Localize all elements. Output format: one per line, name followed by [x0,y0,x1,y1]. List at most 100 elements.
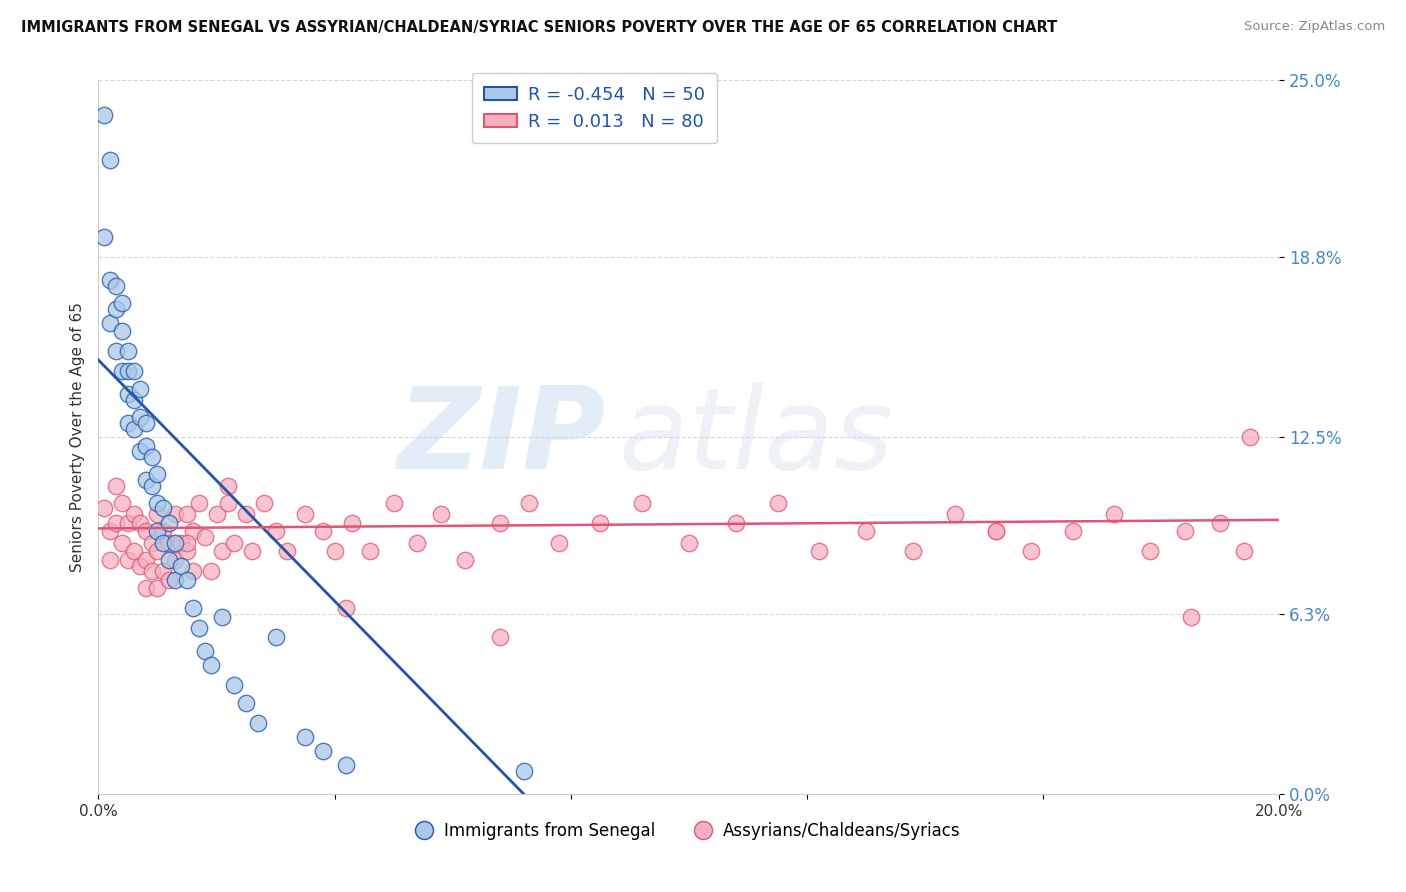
Point [157,573,180,587]
Point [122,364,145,378]
Point [1062,524,1084,539]
Point [135,582,157,596]
Point [240,544,263,558]
Point [141,478,163,492]
Point [205,507,228,521]
Point [111,496,134,510]
Point [135,439,157,453]
Point [105,301,128,316]
Point [135,553,157,567]
Point [1209,516,1232,530]
Point [165,553,187,567]
Text: atlas: atlas [619,382,893,492]
Point [181,524,204,539]
Point [489,516,512,530]
Point [111,325,134,339]
Point [453,553,475,567]
Point [152,564,174,578]
Point [170,558,193,573]
Point [342,516,364,530]
Point [312,744,335,758]
Point [276,544,298,558]
Point [1102,507,1125,521]
Point [264,524,287,539]
Point [176,544,198,558]
Point [128,558,150,573]
Point [246,715,269,730]
Point [766,496,789,510]
Point [105,478,128,492]
Point [93,230,115,244]
Point [141,450,163,464]
Point [382,496,405,510]
Point [312,524,335,539]
Point [165,507,187,521]
Point [117,553,139,567]
Point [128,410,150,425]
Text: Source: ZipAtlas.com: Source: ZipAtlas.com [1244,20,1385,33]
Point [98,553,121,567]
Point [323,544,346,558]
Point [141,564,163,578]
Point [111,296,134,310]
Point [224,678,246,692]
Point [678,535,700,549]
Point [235,696,257,710]
Point [146,467,169,482]
Point [117,344,139,359]
Point [111,364,134,378]
Point [135,416,157,430]
Point [903,544,925,558]
Point [335,601,357,615]
Point [117,364,139,378]
Point [146,544,169,558]
Point [105,278,128,293]
Point [294,507,316,521]
Point [105,516,128,530]
Point [1174,524,1197,539]
Point [135,524,157,539]
Point [98,524,121,539]
Point [548,535,571,549]
Point [141,535,163,549]
Point [98,153,121,168]
Point [489,630,512,644]
Point [146,582,169,596]
Point [98,273,121,287]
Point [512,764,534,778]
Point [165,573,187,587]
Point [152,501,174,516]
Text: IMMIGRANTS FROM SENEGAL VS ASSYRIAN/CHALDEAN/SYRIAC SENIORS POVERTY OVER THE AGE: IMMIGRANTS FROM SENEGAL VS ASSYRIAN/CHAL… [21,20,1057,35]
Point [264,630,287,644]
Point [117,387,139,401]
Point [152,535,174,549]
Point [117,416,139,430]
Point [943,507,966,521]
Point [128,444,150,458]
Point [217,496,239,510]
Point [135,473,157,487]
Point [200,564,222,578]
Point [194,530,217,544]
Point [122,544,145,558]
Point [93,501,115,516]
Point [294,730,316,744]
Point [93,107,115,121]
Point [187,496,209,510]
Point [176,507,198,521]
Point [984,524,1007,539]
Point [122,507,145,521]
Point [359,544,381,558]
Point [122,392,145,407]
Y-axis label: Seniors Poverty Over the Age of 65: Seniors Poverty Over the Age of 65 [69,302,84,572]
Point [430,507,453,521]
Point [1139,544,1161,558]
Point [170,535,193,549]
Point [1239,430,1261,444]
Point [519,496,541,510]
Point [181,601,204,615]
Point [725,516,748,530]
Point [406,535,429,549]
Point [146,507,169,521]
Point [235,507,257,521]
